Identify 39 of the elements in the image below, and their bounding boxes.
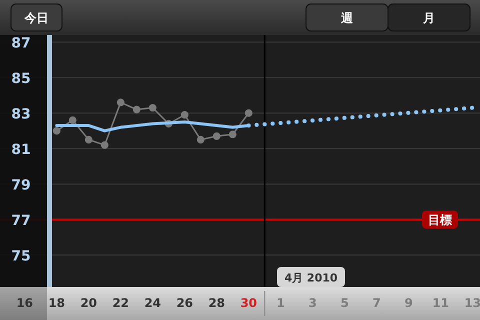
point bbox=[116, 98, 124, 106]
x-tick-label: 1 bbox=[276, 296, 285, 310]
x-tick-label: 20 bbox=[80, 296, 98, 310]
x-tick-label: 3 bbox=[308, 296, 317, 310]
x-tick-label: 26 bbox=[176, 296, 194, 310]
point bbox=[212, 132, 220, 140]
text: 今日 bbox=[24, 11, 48, 25]
y-tick-label: 83 bbox=[11, 106, 31, 123]
point bbox=[180, 111, 188, 119]
x-tick-label: 9 bbox=[404, 296, 413, 310]
x-tick-label: 11 bbox=[432, 296, 450, 310]
point bbox=[100, 141, 108, 149]
point bbox=[52, 127, 60, 135]
x-tick-label: 18 bbox=[48, 296, 66, 310]
x-tick-label: 22 bbox=[112, 296, 130, 310]
ref-line-label: 目標 bbox=[428, 213, 452, 228]
annotation: 4月 2010 bbox=[284, 272, 338, 284]
point bbox=[68, 116, 76, 124]
y-tick-label: 87 bbox=[11, 36, 31, 52]
y-tick-label: 85 bbox=[11, 71, 31, 88]
point bbox=[132, 106, 140, 114]
x-tick-label: 7 bbox=[372, 296, 381, 310]
point bbox=[148, 104, 156, 112]
y-tick-label: 77 bbox=[11, 213, 31, 230]
point bbox=[244, 109, 252, 117]
x-tick-label: 28 bbox=[208, 296, 226, 310]
x-tick-label: 16 bbox=[16, 296, 34, 310]
text: 週 bbox=[340, 11, 354, 25]
y-tick-label: 75 bbox=[11, 248, 31, 265]
x-tick-label: 30 bbox=[240, 296, 258, 310]
point bbox=[228, 130, 236, 138]
y-tick-label: 79 bbox=[11, 178, 31, 194]
text: 月 bbox=[422, 11, 435, 25]
point bbox=[84, 136, 92, 144]
x-tick-label: 13 bbox=[464, 296, 480, 310]
point bbox=[196, 136, 204, 144]
y-tick-label: 81 bbox=[11, 142, 31, 158]
x-tick-label: 24 bbox=[144, 296, 162, 310]
x-tick-label: 5 bbox=[340, 296, 349, 310]
